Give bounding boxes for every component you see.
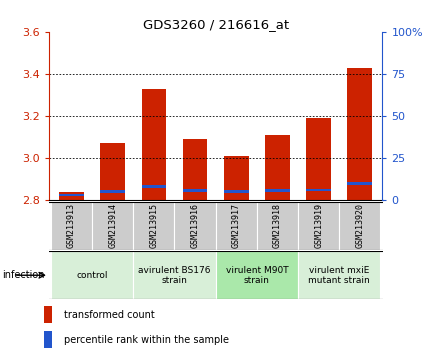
Bar (339, 202, 380, 250)
Text: avirulent BS176
strain: avirulent BS176 strain (138, 266, 211, 285)
Bar (51, 251, 133, 299)
Bar (183, 189, 207, 192)
Text: GSM213919: GSM213919 (314, 203, 323, 248)
Bar (133, 251, 215, 299)
Bar (215, 202, 257, 250)
Bar (142, 185, 166, 188)
Text: GSM213915: GSM213915 (150, 203, 159, 248)
Bar (224, 156, 249, 200)
Text: control: control (76, 271, 108, 280)
Text: GSM213918: GSM213918 (273, 203, 282, 248)
Bar (175, 202, 215, 250)
Bar (306, 189, 331, 191)
Bar (44, 331, 52, 348)
Bar (257, 202, 298, 250)
Text: transformed count: transformed count (64, 310, 155, 320)
Text: GSM213916: GSM213916 (190, 203, 200, 248)
Bar (265, 135, 290, 200)
Bar (92, 202, 133, 250)
Bar (265, 189, 290, 192)
Bar (348, 68, 372, 200)
Bar (306, 118, 331, 200)
Bar (51, 202, 92, 250)
Bar (100, 190, 125, 193)
Bar (224, 190, 249, 193)
Text: virulent M90T
strain: virulent M90T strain (226, 266, 288, 285)
Bar (183, 139, 207, 200)
Text: GSM213913: GSM213913 (67, 203, 76, 248)
Bar (298, 202, 339, 250)
Text: GSM213917: GSM213917 (232, 203, 241, 248)
Title: GDS3260 / 216616_at: GDS3260 / 216616_at (143, 18, 289, 31)
Text: infection: infection (2, 270, 45, 280)
Bar (142, 88, 166, 200)
Bar (215, 251, 298, 299)
Bar (100, 143, 125, 200)
Text: virulent mxiE
mutant strain: virulent mxiE mutant strain (309, 266, 370, 285)
Bar (59, 192, 84, 200)
Bar (59, 194, 84, 196)
Bar (133, 202, 175, 250)
Text: GSM213920: GSM213920 (355, 203, 364, 248)
Bar (348, 182, 372, 184)
Text: GSM213914: GSM213914 (108, 203, 117, 248)
Bar (298, 251, 380, 299)
Text: percentile rank within the sample: percentile rank within the sample (64, 335, 230, 344)
Bar (44, 306, 52, 323)
